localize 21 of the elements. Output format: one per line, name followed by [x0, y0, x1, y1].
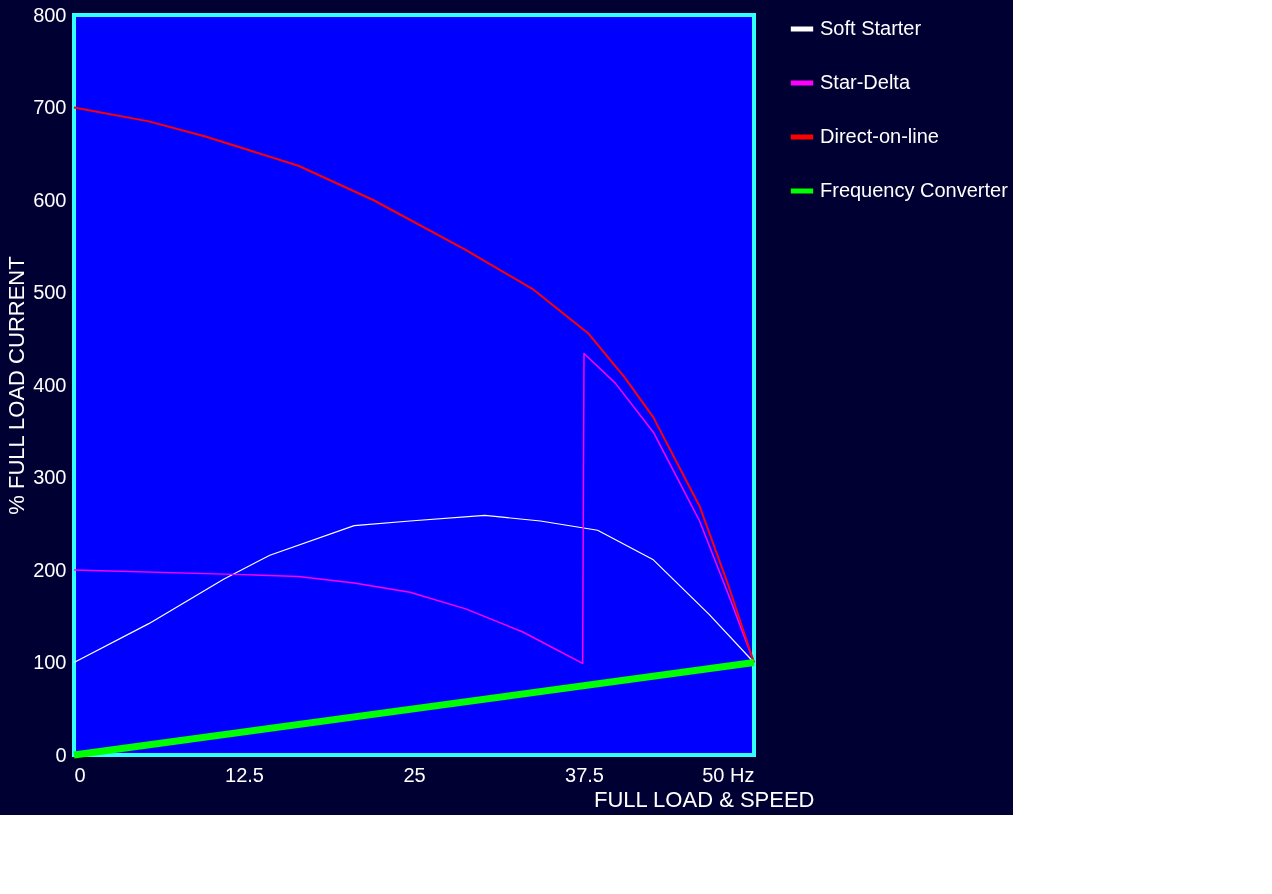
legend-label: Direct-on-line [820, 125, 939, 147]
y-tick-label: 700 [33, 96, 67, 118]
x-tick-label: 0 [74, 763, 86, 786]
line-series [73, 106, 755, 664]
x-tick-label: 37.5 [565, 763, 604, 786]
y-tick-label: 500 [33, 281, 67, 303]
x-axis-title: FULL LOAD & SPEED [594, 786, 815, 812]
x-tick-label: 25 [403, 763, 426, 786]
y-tick-label: 800 [33, 3, 67, 26]
y-tick-label: 0 [55, 743, 67, 766]
legend-label: Soft Starter [820, 17, 922, 39]
x-tick-label: 12.5 [225, 763, 264, 786]
y-tick-label: 200 [33, 558, 67, 581]
y-tick-label: 400 [33, 373, 67, 396]
legend-label: Star-Delta [820, 71, 911, 93]
y-axis-title: % FULL LOAD CURRENT [4, 256, 30, 515]
y-tick-label: 100 [33, 651, 67, 673]
y-tick-label: 300 [33, 466, 67, 488]
y-tick-label: 600 [33, 188, 67, 211]
x-tick-label: 50 Hz [702, 763, 755, 786]
legend-label: Frequency Converter [820, 179, 1009, 201]
